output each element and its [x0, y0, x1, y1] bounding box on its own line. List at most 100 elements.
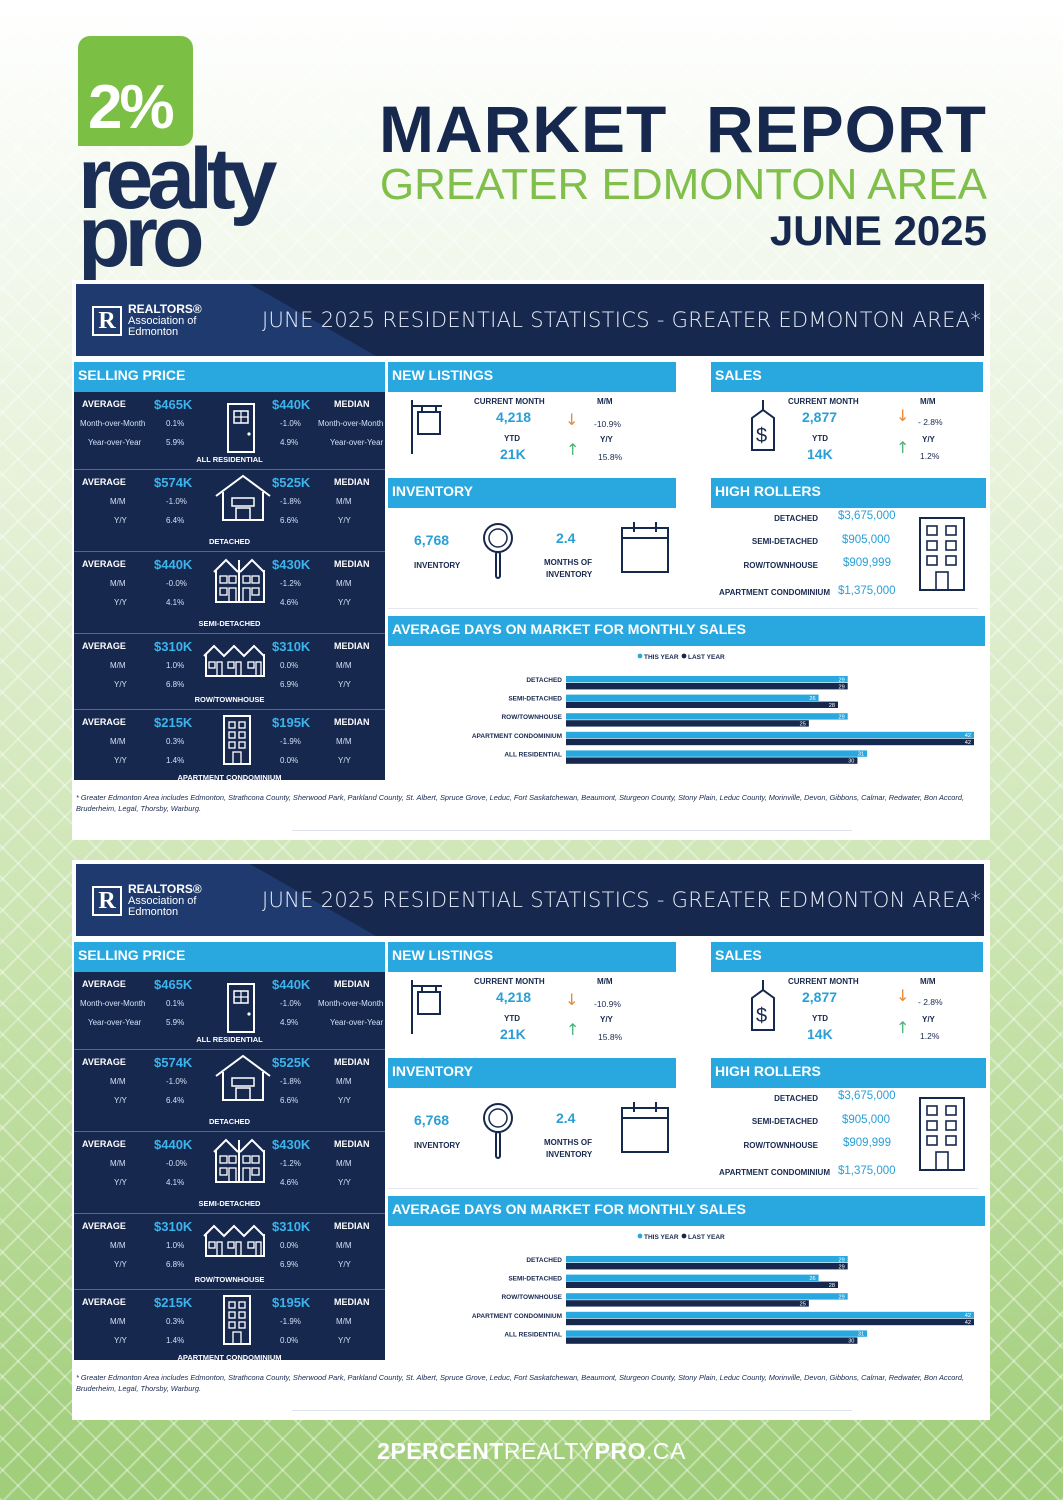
nl-mm-label: M/M [597, 397, 613, 406]
bar-value-label: 42 [965, 733, 971, 739]
high-rollers-heading: HIGH ROLLERS [711, 1058, 986, 1088]
left-yy-label: Y/Y [114, 756, 127, 765]
footnote: * Greater Edmonton Area includes Edmonto… [76, 793, 965, 813]
svg-text:$: $ [756, 1005, 767, 1027]
high-rollers-heading: HIGH ROLLERS [711, 478, 986, 508]
median-label: MEDIAN [334, 477, 370, 487]
calendar-icon [621, 522, 669, 573]
detached-house-icon [215, 1054, 271, 1101]
median-price: $310K [272, 639, 311, 654]
dom-bar [566, 1330, 868, 1337]
median-label: MEDIAN [334, 641, 370, 651]
med-yy-change: 6.9% [280, 1260, 299, 1269]
med-yy-change: 0.0% [280, 1336, 299, 1345]
med-yy-change: 0.0% [280, 756, 299, 765]
median-price: $430K [272, 557, 311, 572]
avg-mm-change: 1.0% [166, 661, 185, 670]
divider [388, 1188, 978, 1189]
divider [388, 608, 978, 609]
right-yy-label: Year-over-Year [330, 1018, 384, 1027]
bar-value-label: 29 [838, 1257, 844, 1263]
median-label: MEDIAN [334, 1297, 370, 1307]
left-mm-label: M/M [110, 1241, 126, 1250]
dom-bar [566, 1318, 974, 1326]
selling-price-row: AVERAGE $574K $525K MEDIAN M/M Y/Y -1.0% 6.4% -1… [74, 470, 385, 552]
property-type-caption: ROW/TOWNHOUSE [194, 695, 265, 704]
category-label: SEMI-DETACHED [508, 1276, 562, 1283]
nl-mm-value: -10.9% [594, 999, 621, 1009]
down-arrow-icon: ↓ [896, 406, 910, 425]
selling-price-section: SELLING PRICE AVERAGE $465K $440K MEDIAN Mon… [74, 362, 385, 782]
hr-label-row: ROW/TOWNHOUSE [743, 1141, 818, 1150]
left-yy-label: Y/Y [114, 1096, 127, 1105]
left-yy-label: Year-over-Year [88, 1018, 142, 1027]
apartment-building-icon [223, 1295, 251, 1345]
legend-marker [681, 1233, 687, 1239]
bar-value-label: 42 [965, 1320, 971, 1326]
inventory-label: INVENTORY [414, 561, 461, 570]
hr-label-detached: DETACHED [774, 514, 818, 523]
calendar-icon [621, 1102, 669, 1153]
median-price: $440K [272, 977, 311, 992]
category-label: DETACHED [526, 1257, 562, 1264]
hr-label-apt: APARTMENT CONDOMINIUM [719, 1168, 830, 1177]
inventory-value: 6,768 [414, 1112, 450, 1128]
dom-bar [566, 1263, 848, 1270]
med-mm-change: 0.0% [280, 661, 299, 670]
selling-price-row: AVERAGE $574K $525K MEDIAN M/M Y/Y -1.0% 6.4% -1… [74, 1050, 385, 1132]
down-arrow-icon: ↓ [565, 990, 579, 1009]
median-price: $195K [272, 715, 311, 730]
selling-price-row: AVERAGE $440K $430K MEDIAN M/M Y/Y -0.0% 4.1% -1… [74, 1132, 385, 1214]
category-label: ROW/TOWNHOUSE [501, 714, 562, 721]
selling-price-row: AVERAGE $440K $430K MEDIAN M/M Y/Y -0.0% 4.1% -1… [74, 552, 385, 634]
hr-value-apt: $1,375,000 [838, 1165, 896, 1177]
dom-bar [566, 1337, 858, 1344]
up-arrow-icon: ↑ [896, 438, 910, 457]
hr-label-detached: DETACHED [774, 1094, 818, 1103]
dom-bar [566, 1281, 838, 1288]
stats-panel: R REALTORS® Association of Edmonton JUNE 2… [72, 280, 990, 840]
average-label: AVERAGE [82, 1297, 126, 1307]
new-listings-heading: NEW LISTINGS [388, 362, 676, 392]
inventory-value: 6,768 [414, 532, 450, 548]
door-icon [227, 403, 255, 453]
dom-bar [566, 713, 848, 720]
footer-tld: .CA [645, 1438, 686, 1464]
apartment-building-icon [919, 517, 965, 591]
average-price: $440K [154, 1137, 193, 1152]
logo-word-realty: realty [78, 131, 277, 227]
right-yy-label: Y/Y [338, 1260, 351, 1269]
right-mm-label: M/M [336, 1241, 352, 1250]
bar-value-label: 25 [800, 1302, 806, 1308]
up-arrow-icon: ↑ [566, 1020, 580, 1039]
price-tag-icon: $ [751, 980, 775, 1031]
median-price: $430K [272, 1137, 311, 1152]
dom-heading: AVERAGE DAYS ON MARKET FOR MONTHLY SALES [388, 616, 985, 646]
avg-mm-change: -0.0% [166, 579, 187, 588]
nl-ytd-value: 21K [500, 1026, 526, 1042]
category-label: ROW/TOWNHOUSE [501, 1294, 562, 1301]
bar-value-label: 29 [838, 715, 844, 721]
new-listings-heading: NEW LISTINGS [388, 942, 676, 972]
bar-value-label: 42 [965, 740, 971, 746]
months-label-2: INVENTORY [546, 1150, 593, 1159]
bar-value-label: 29 [838, 677, 844, 683]
stats-banner: R REALTORS® Association of Edmonton JUNE 2… [76, 864, 984, 936]
apartment-building-icon [919, 1097, 965, 1171]
dom-bar [566, 694, 819, 701]
category-label: SEMI-DETACHED [508, 696, 562, 703]
right-yy-label: Y/Y [338, 598, 351, 607]
right-mm-label: M/M [336, 579, 352, 588]
right-mm-label: M/M [336, 497, 352, 506]
realtors-logo: R REALTORS® Association of Edmonton [92, 303, 202, 338]
avg-mm-change: 0.3% [166, 737, 185, 746]
med-mm-change: -1.9% [280, 737, 301, 746]
bar-value-label: 30 [848, 759, 854, 765]
avg-yy-change: 6.4% [166, 1096, 185, 1105]
left-yy-label: Y/Y [114, 1336, 127, 1345]
category-label: APARTMENT CONDOMINIUM [472, 1313, 562, 1320]
avg-yy-change: 6.8% [166, 1260, 185, 1269]
nl-yy-label: Y/Y [600, 435, 613, 444]
footer-website[interactable]: 2PERCENTREALTYPRO.CA [0, 1438, 1063, 1465]
average-label: AVERAGE [82, 641, 126, 651]
